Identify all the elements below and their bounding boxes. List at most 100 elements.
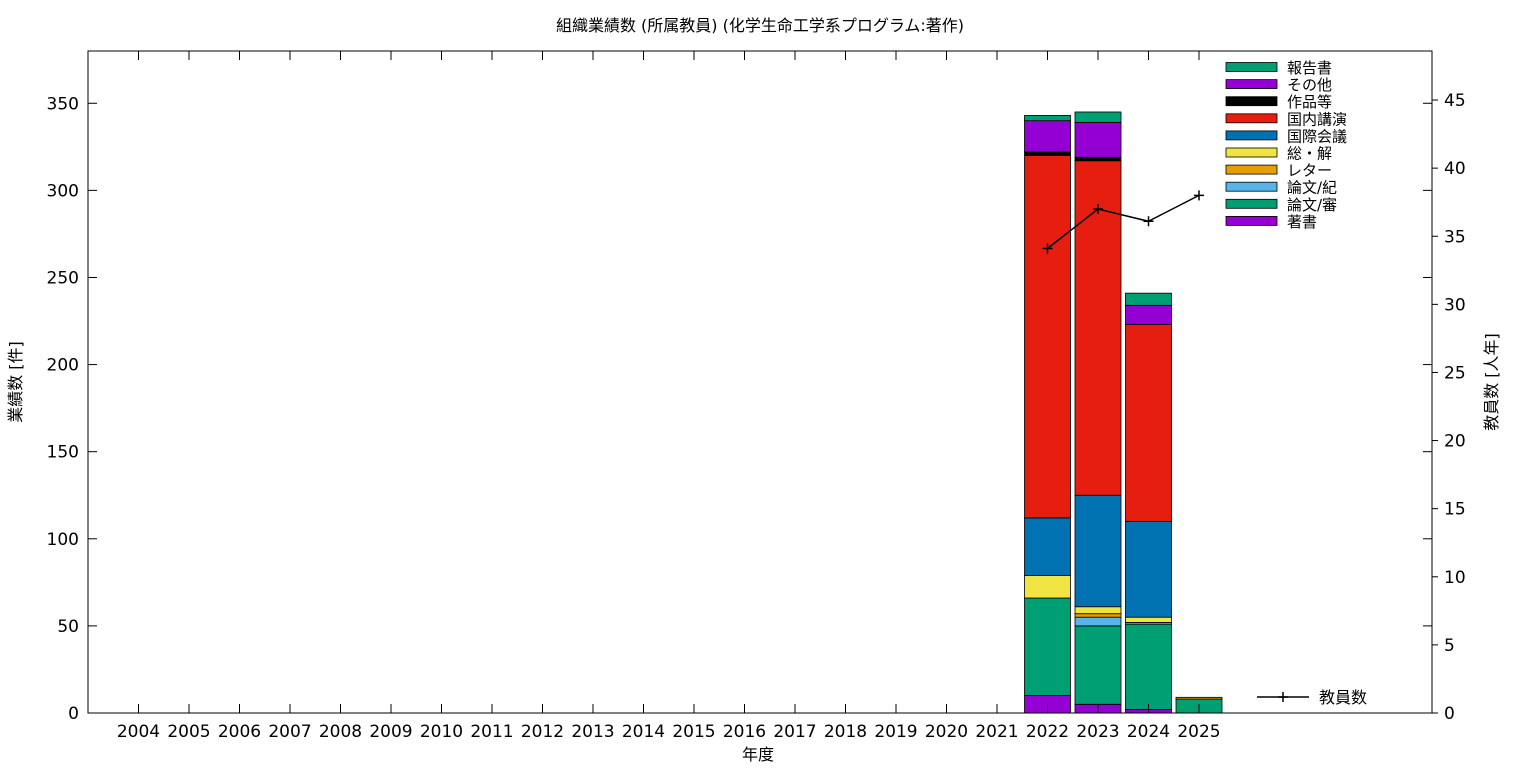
y2-tick-label: 15 bbox=[1444, 500, 1466, 520]
legend-label: 論文/紀 bbox=[1287, 179, 1337, 197]
bar-segment bbox=[1074, 625, 1122, 705]
legend-swatch bbox=[1225, 164, 1278, 175]
x-tick-label: 2010 bbox=[420, 722, 463, 742]
legend-swatch bbox=[1225, 130, 1278, 141]
legend-swatch bbox=[1225, 113, 1278, 124]
legend-label: 国際会議 bbox=[1287, 127, 1347, 145]
y2-tick-label: 35 bbox=[1444, 227, 1466, 247]
legend-label: 著書 bbox=[1287, 213, 1317, 231]
faculty-line-point bbox=[1194, 190, 1204, 201]
bar-segment bbox=[1024, 115, 1071, 122]
x-tick-label: 2007 bbox=[268, 722, 311, 742]
bar-segment bbox=[1074, 616, 1122, 627]
y-tick-label: 200 bbox=[47, 356, 79, 376]
y2-tick-label: 45 bbox=[1444, 91, 1466, 111]
y2-tick-label: 20 bbox=[1444, 432, 1466, 452]
bar-segment bbox=[1074, 613, 1122, 618]
x-tick-label: 2005 bbox=[167, 722, 210, 742]
y-tick-label: 50 bbox=[57, 617, 79, 637]
x-tick-label: 2009 bbox=[369, 722, 412, 742]
faculty-line-point bbox=[1093, 204, 1103, 215]
legend-label: 報告書 bbox=[1287, 59, 1332, 77]
legend-swatch bbox=[1225, 62, 1278, 72]
legend-label: 国内講演 bbox=[1287, 110, 1347, 128]
bar-segment bbox=[1125, 616, 1172, 623]
x-tick-label: 2025 bbox=[1177, 722, 1220, 742]
bar-segment bbox=[1074, 606, 1122, 615]
y-tick-label: 150 bbox=[47, 443, 79, 463]
bar-segment bbox=[1125, 304, 1172, 325]
legend-line-marker bbox=[1278, 692, 1288, 702]
legend-swatch bbox=[1225, 79, 1278, 89]
legend-label: 総・解 bbox=[1287, 145, 1332, 163]
bar-segment bbox=[1175, 696, 1223, 700]
bar-segment bbox=[1125, 623, 1172, 710]
x-axis-label: 年度 bbox=[742, 745, 774, 764]
axes: 0501001502002503003500510152025303540452… bbox=[47, 50, 1466, 742]
bar-segment bbox=[1125, 324, 1172, 522]
legend-swatch bbox=[1225, 215, 1278, 226]
y-tick-label: 250 bbox=[47, 268, 79, 288]
y-tick-label: 100 bbox=[47, 530, 79, 550]
legend-swatch bbox=[1225, 198, 1278, 209]
bars bbox=[1024, 111, 1223, 714]
bar-segment bbox=[1024, 574, 1071, 599]
legend-label: 論文/審 bbox=[1287, 196, 1337, 214]
y-axis-label: 業績数 [件] bbox=[6, 341, 25, 423]
y2-tick-label: 10 bbox=[1444, 568, 1466, 588]
legend-label: 作品等 bbox=[1287, 93, 1332, 111]
y2-tick-label: 25 bbox=[1444, 363, 1466, 383]
bar-segment bbox=[1024, 151, 1071, 156]
x-tick-label: 2019 bbox=[874, 722, 917, 742]
bar-segment bbox=[1074, 156, 1122, 162]
x-tick-label: 2017 bbox=[773, 722, 816, 742]
x-tick-label: 2006 bbox=[218, 722, 261, 742]
x-tick-label: 2018 bbox=[824, 722, 867, 742]
x-tick-label: 2023 bbox=[1076, 722, 1119, 742]
bar-segment bbox=[1024, 120, 1071, 153]
legend-label-line: 教員数 bbox=[1319, 688, 1367, 707]
x-tick-label: 2015 bbox=[672, 722, 715, 742]
x-tick-label: 2021 bbox=[975, 722, 1018, 742]
legend-swatch bbox=[1225, 181, 1278, 192]
faculty-line-point bbox=[1042, 243, 1053, 254]
x-tick-label: 2016 bbox=[723, 722, 766, 742]
y-tick-label: 350 bbox=[47, 94, 79, 114]
bar-segment bbox=[1074, 160, 1122, 496]
y2-tick-label: 40 bbox=[1444, 159, 1466, 179]
bar-segment bbox=[1125, 520, 1172, 618]
faculty-line bbox=[1042, 190, 1204, 254]
faculty-line-point bbox=[1143, 216, 1154, 227]
bar-segment bbox=[1074, 494, 1122, 608]
legend-swatch bbox=[1225, 96, 1278, 107]
y2-tick-label: 30 bbox=[1444, 295, 1466, 315]
x-tick-label: 2008 bbox=[319, 722, 362, 742]
x-tick-label: 2011 bbox=[470, 722, 513, 742]
faculty-line-path bbox=[1047, 194, 1200, 250]
x-tick-label: 2024 bbox=[1127, 722, 1170, 742]
bar-segment bbox=[1024, 155, 1071, 519]
x-tick-label: 2004 bbox=[117, 722, 160, 742]
chart-title: 組織業績数 (所属教員) (化学生命工学系プログラム:著作) bbox=[556, 16, 964, 35]
bar-segment bbox=[1024, 517, 1071, 576]
plot-frame bbox=[87, 50, 1433, 714]
y-tick-label: 300 bbox=[47, 181, 79, 201]
legend-swatch bbox=[1225, 147, 1278, 158]
bar-segment bbox=[1074, 111, 1122, 123]
bar-segment bbox=[1024, 597, 1071, 696]
y2-axis-label: 教員数 [人年] bbox=[1482, 333, 1501, 431]
bar-segment bbox=[1074, 122, 1122, 158]
y-tick-label: 0 bbox=[68, 704, 79, 724]
x-tick-label: 2012 bbox=[521, 722, 564, 742]
x-tick-label: 2013 bbox=[571, 722, 614, 742]
x-tick-label: 2014 bbox=[622, 722, 665, 742]
x-tick-label: 2020 bbox=[925, 722, 968, 742]
y2-tick-label: 5 bbox=[1444, 636, 1455, 656]
bar-segment bbox=[1125, 292, 1172, 306]
legend-label: レター bbox=[1287, 162, 1332, 180]
x-tick-label: 2022 bbox=[1026, 722, 1069, 742]
y2-tick-label: 0 bbox=[1444, 704, 1455, 724]
legend-label: その他 bbox=[1287, 76, 1332, 94]
